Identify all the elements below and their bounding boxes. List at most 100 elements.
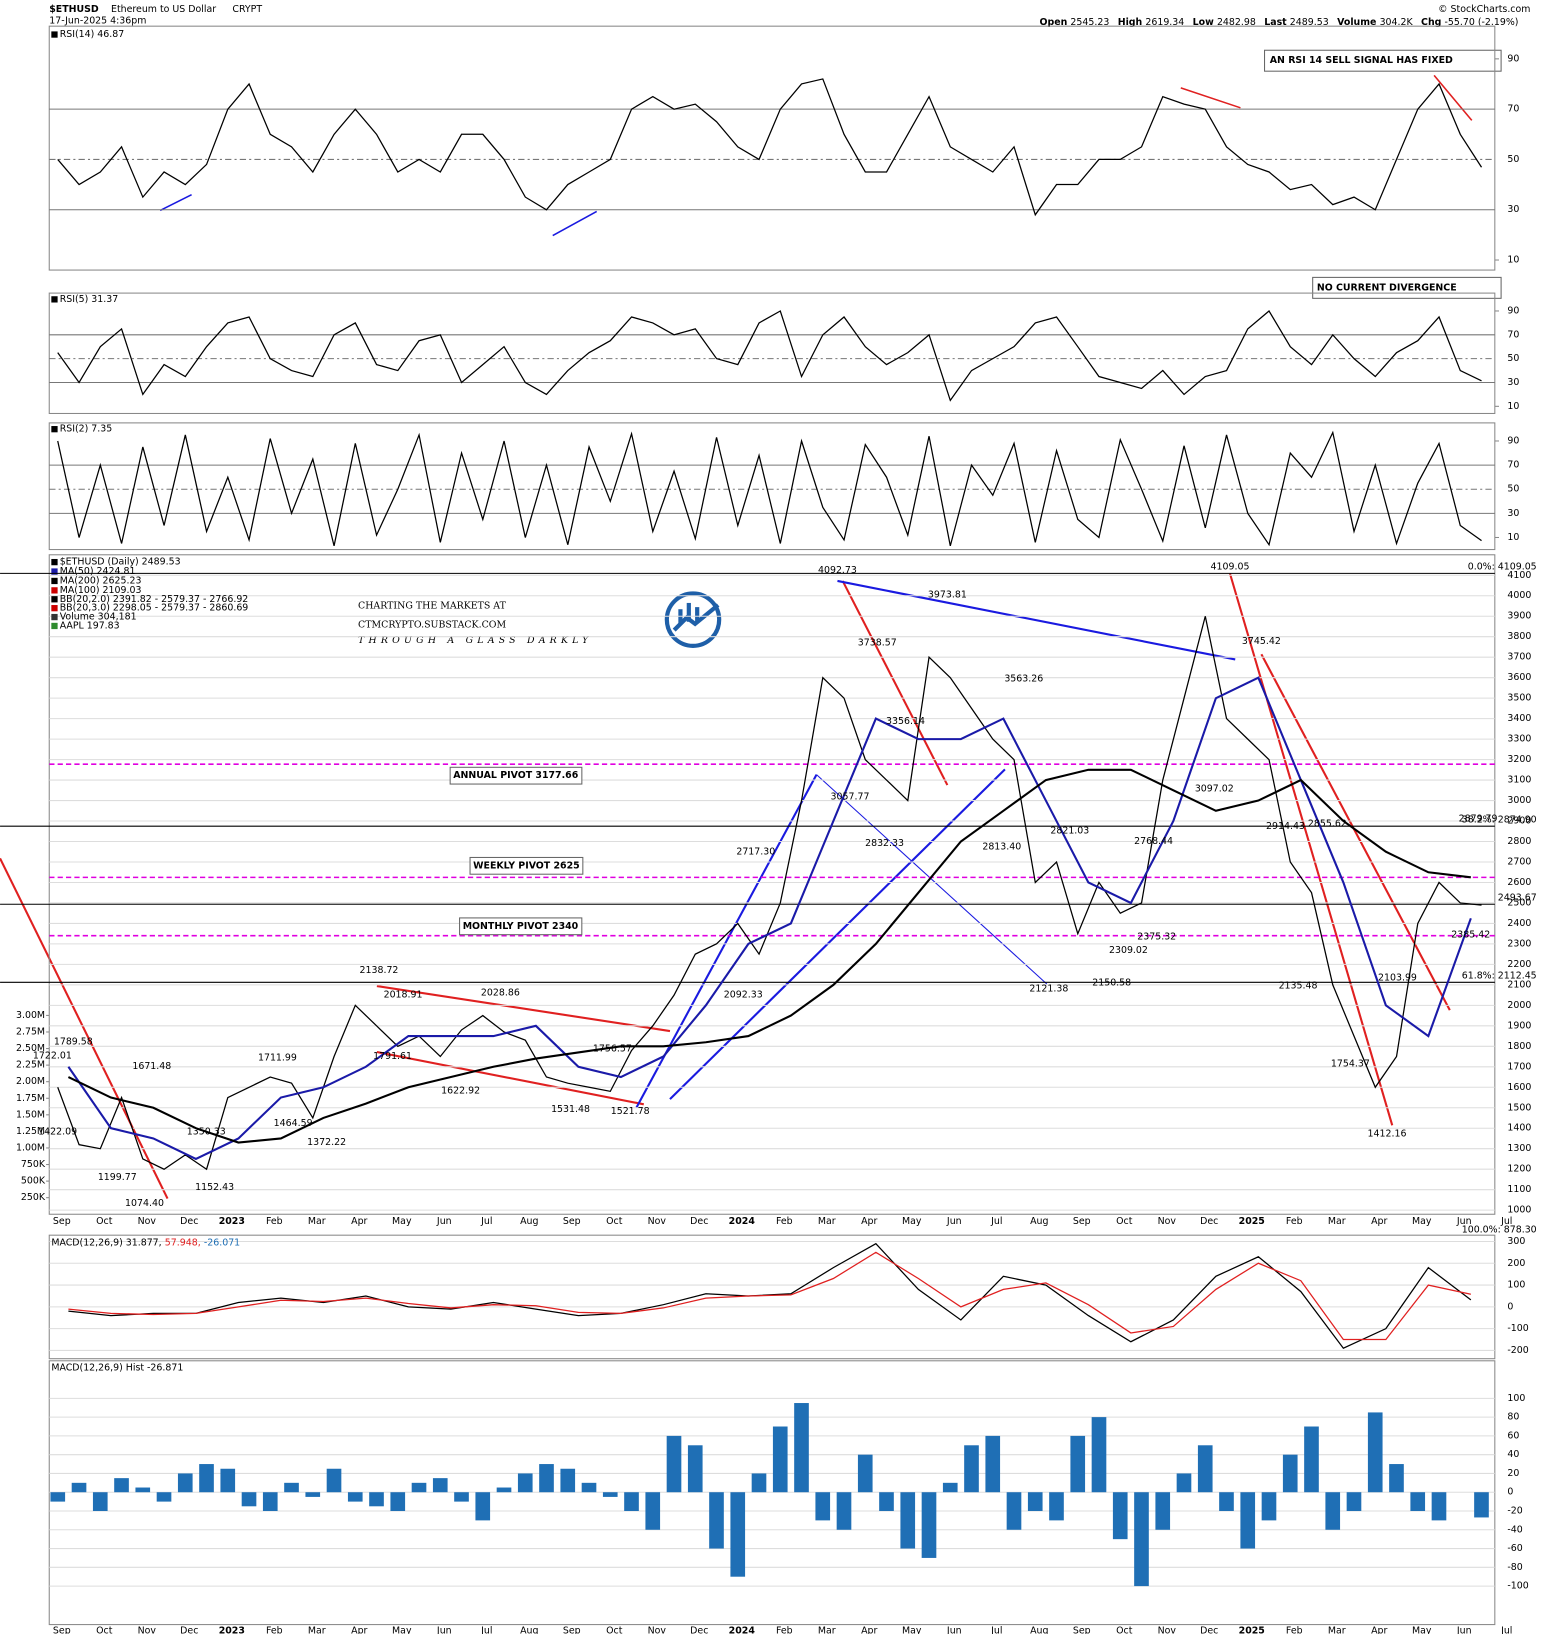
volume-tick-label: 1.00M [16, 1142, 45, 1153]
x-tick-label: Oct [606, 1216, 623, 1227]
bar [135, 1487, 151, 1493]
fib-label: 0.0%: 4109.05 [1468, 562, 1537, 573]
y-tick-label: 100 [1507, 1393, 1525, 1404]
y-tick-label: 0 [1507, 1487, 1513, 1498]
x-tick-label: Jun [436, 1625, 452, 1634]
series-line [67, 768, 1471, 1144]
volume-tick-label: 1.50M [16, 1109, 45, 1120]
quote-label: High [1118, 16, 1143, 27]
bar [836, 1492, 852, 1530]
bar [1304, 1426, 1319, 1493]
y-tick-label: 20 [1507, 1468, 1519, 1479]
bar [1070, 1435, 1086, 1493]
x-tick-label: Apr [351, 1216, 367, 1227]
price-label: 2092.33 [724, 989, 763, 1000]
y-tick-label: 3900 [1507, 611, 1531, 622]
y-tick-label: 4000 [1507, 590, 1531, 601]
bar [985, 1435, 1001, 1493]
price-label: 2028.86 [481, 988, 520, 999]
y-tick-label: 3100 [1507, 775, 1531, 786]
bar [581, 1482, 597, 1493]
series-line [57, 430, 1482, 547]
quote-value: 2545.23 [1070, 16, 1109, 27]
bar [432, 1478, 448, 1493]
bar [496, 1487, 512, 1493]
price-label: 1531.48 [551, 1104, 590, 1115]
y-tick-label: 1400 [1507, 1123, 1531, 1134]
y-tick-label: -40 [1507, 1524, 1522, 1535]
y-tick-label: 10 [1507, 532, 1519, 543]
x-tick-label: May [1412, 1216, 1432, 1227]
bar [539, 1464, 554, 1493]
volume-tick-label: 2.50M [16, 1043, 45, 1054]
y-tick-label: -80 [1507, 1562, 1522, 1573]
x-tick-label: Mar [308, 1216, 326, 1227]
bar [1389, 1464, 1404, 1493]
x-tick-label: Jul [990, 1625, 1002, 1634]
price-label: 1756.57 [593, 1043, 632, 1054]
price-label: 2309.02 [1109, 945, 1148, 956]
series-line [68, 1251, 1471, 1341]
y-tick-label: 3200 [1507, 754, 1531, 765]
series-line [57, 616, 1482, 1171]
x-tick-label: Jun [946, 1625, 962, 1634]
bar [1367, 1412, 1383, 1493]
x-tick-label: Mar [1328, 1625, 1346, 1634]
legend-swatch [51, 568, 58, 575]
y-tick-label: 3500 [1507, 693, 1531, 704]
price-label: 1521.78 [611, 1106, 650, 1117]
y-tick-label: 2600 [1507, 877, 1531, 888]
price-label: 4109.05 [1211, 562, 1250, 573]
bar [284, 1482, 299, 1493]
y-tick-label: 300 [1507, 1236, 1525, 1247]
y-tick-label: 2700 [1507, 856, 1531, 867]
price-label: 2813.40 [982, 842, 1021, 853]
panel [48, 292, 1496, 414]
volume-tick-label: 2.75M [16, 1026, 45, 1037]
bar [964, 1445, 979, 1493]
x-tick-label: May [392, 1625, 412, 1634]
y-tick-label: 3700 [1507, 652, 1531, 663]
bar [602, 1492, 618, 1497]
x-tick-label: Oct [1116, 1216, 1133, 1227]
bar [751, 1473, 767, 1493]
price-label: 1789.58 [54, 1037, 93, 1048]
y-tick-label: -100 [1507, 1581, 1528, 1592]
y-tick-label: 100 [1507, 1280, 1525, 1291]
x-tick-label: Dec [1200, 1216, 1218, 1227]
bar [262, 1492, 278, 1511]
x-tick-label: Feb [776, 1625, 793, 1634]
y-tick-label: 2200 [1507, 959, 1531, 970]
bar [1240, 1492, 1256, 1549]
price-label: 1199.77 [98, 1172, 137, 1183]
bar [305, 1492, 321, 1497]
price-label: 3356.14 [886, 716, 925, 727]
price-label: 1722.01 [33, 1051, 72, 1062]
legend-entry: MACD(12,26,9) 31.877, [51, 1237, 161, 1248]
quote-label: Last [1264, 16, 1287, 27]
legend-swatch [51, 31, 58, 38]
x-tick-label: Dec [690, 1216, 708, 1227]
x-tick-label: Dec [180, 1216, 198, 1227]
y-tick-label: 1800 [1507, 1041, 1531, 1052]
bar [241, 1492, 257, 1507]
x-tick-label: Nov [1158, 1625, 1177, 1634]
legend-entry: MA(50) 2424.81 [60, 566, 136, 577]
x-tick-label: 2023 [219, 1625, 245, 1634]
y-tick-label: -100 [1507, 1323, 1528, 1334]
note: AN RSI 14 SELL SIGNAL HAS FIXED [1270, 55, 1453, 66]
x-tick-label: Jul [990, 1216, 1002, 1227]
y-tick-label: 2900 [1507, 816, 1531, 827]
y-tick-label: 10 [1507, 401, 1519, 412]
pivot-label: MONTHLY PIVOT 2340 [463, 921, 579, 932]
x-tick-label: Sep [1073, 1625, 1091, 1634]
y-tick-label: 30 [1507, 377, 1519, 388]
y-tick-label: 2800 [1507, 836, 1531, 847]
bar [1474, 1492, 1489, 1518]
price-label: 1671.48 [132, 1061, 171, 1072]
x-tick-label: Jun [946, 1216, 962, 1227]
symbol-name: Ethereum to US Dollar [111, 4, 216, 15]
x-tick-label: Aug [520, 1625, 538, 1634]
x-tick-label: Mar [818, 1216, 836, 1227]
